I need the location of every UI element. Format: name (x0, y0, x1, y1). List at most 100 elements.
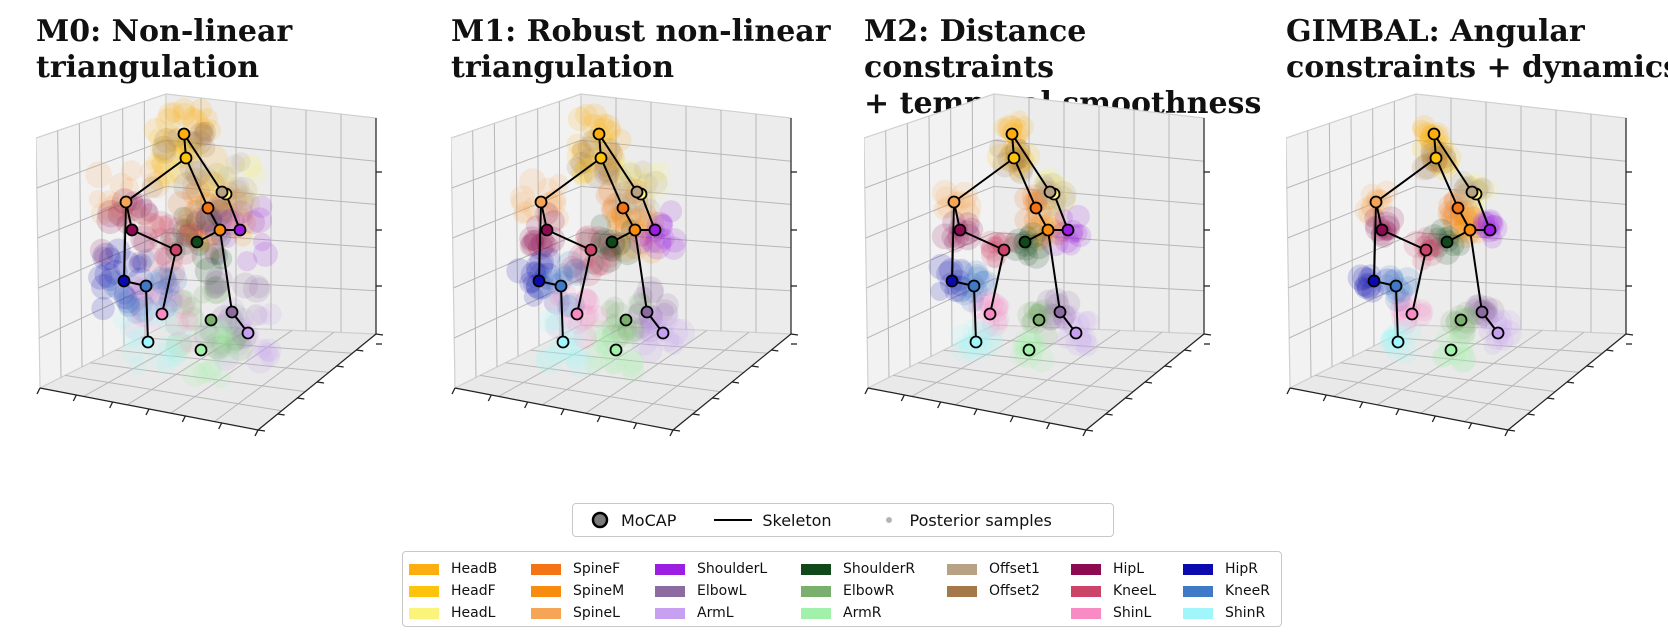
axis-ticks (451, 171, 799, 437)
gridlines (36, 98, 377, 423)
posterior-sample (661, 317, 689, 346)
posterior-sample (152, 139, 177, 164)
legend-label: ElbowL (697, 583, 747, 599)
grid-line (1390, 337, 1603, 354)
posterior-sample (543, 288, 570, 315)
legend-entry: ShinL (1071, 602, 1156, 624)
posterior-sample (98, 268, 122, 292)
legend-entry: KneeL (1071, 580, 1156, 602)
y-tick (1547, 397, 1555, 400)
posterior-sample (537, 236, 560, 258)
mocap-point (194, 343, 208, 357)
posterior-sample (246, 164, 267, 185)
grid-line (100, 115, 104, 357)
color-swatch (409, 607, 439, 619)
posterior-sample (163, 102, 185, 123)
grid-line (580, 232, 792, 249)
posterior-sample (989, 138, 1008, 158)
posterior-sample (582, 103, 608, 129)
posterior-sample (142, 171, 170, 199)
posterior-sample (523, 286, 544, 307)
posterior-sample (1023, 242, 1050, 269)
mocap-point (584, 243, 598, 257)
posterior-sample (129, 252, 148, 270)
legend-column: SpineF SpineM SpineL (531, 558, 624, 624)
posterior-sample (560, 340, 587, 367)
posterior-sample (159, 283, 185, 308)
mocap-point (213, 223, 227, 237)
posterior-sample (163, 125, 182, 144)
posterior-sample (212, 314, 233, 335)
grid-line (943, 349, 1157, 373)
grid-line (1415, 185, 1627, 205)
skeleton-bone (219, 229, 233, 313)
posterior-sample (91, 273, 117, 300)
mocap-point (139, 279, 153, 293)
posterior-sample (182, 109, 209, 136)
skeleton-bone (1053, 193, 1069, 231)
posterior-sample (224, 330, 246, 351)
x-tick (181, 415, 186, 423)
skeleton-bone (145, 285, 149, 343)
posterior-sample (510, 191, 533, 214)
mocap-point (556, 335, 570, 349)
posterior-sample (217, 166, 237, 186)
posterior-sample (245, 304, 268, 326)
posterior-sample (106, 192, 125, 211)
grid-line (1372, 108, 1375, 347)
posterior-sample (91, 296, 115, 321)
x-tick (524, 401, 529, 409)
legend-mocap: MoCAP (589, 509, 676, 531)
skeleton-bone (183, 133, 223, 193)
grid-line (1464, 331, 1585, 423)
posterior-sample (204, 270, 229, 296)
posterior-sample (562, 258, 589, 284)
posterior-sample (90, 203, 113, 225)
posterior-sample (115, 289, 140, 314)
legend-column: HipL KneeL ShinL (1071, 558, 1156, 624)
mocap-point (1491, 326, 1505, 340)
posterior-sample (193, 124, 215, 147)
x-tick (1504, 429, 1509, 437)
skeleton-bone (538, 201, 542, 282)
posterior-samples (1347, 115, 1522, 373)
posterior-sample (173, 206, 194, 227)
legend-entry: Offset1 (947, 558, 1040, 580)
legend-entry: ArmL (655, 602, 767, 624)
grid-line (1393, 101, 1396, 336)
mocap-point (969, 335, 983, 349)
posterior-sample (124, 329, 144, 348)
posterior-sample (179, 334, 199, 353)
mocap-point (619, 313, 633, 327)
grid-line (37, 185, 167, 239)
posterior-sample (204, 278, 231, 304)
mocap-point (1029, 201, 1043, 215)
grid-line (580, 185, 792, 205)
grid-line (580, 139, 792, 162)
posterior-sample (565, 348, 587, 370)
posterior-sample (201, 184, 220, 203)
posterior-sample (1494, 320, 1522, 348)
posterior-sample (210, 335, 234, 359)
posterior-sample (211, 334, 232, 356)
posterior-sample (194, 165, 222, 193)
panel-m1: M1: Robust non-linear triangulation (451, 0, 871, 480)
posterior-sample (584, 341, 612, 369)
skeleton-bone (576, 249, 592, 315)
posterior-sample (1066, 204, 1090, 229)
color-swatch (409, 585, 439, 597)
posterior-sample (159, 260, 186, 287)
mocap-point (225, 305, 239, 319)
skeleton-bone (1433, 133, 1473, 193)
posterior-sample (1479, 180, 1499, 200)
posterior-sample (133, 206, 152, 226)
posterior-sample (229, 176, 258, 205)
posterior-sample (557, 250, 584, 278)
posterior-sample (194, 322, 220, 349)
axis-ticks (864, 171, 1212, 437)
posterior-sample (537, 309, 563, 334)
y-tick (336, 365, 344, 368)
posterior-sample (215, 326, 234, 345)
color-swatch (409, 563, 439, 575)
posterior-sample (180, 306, 205, 331)
